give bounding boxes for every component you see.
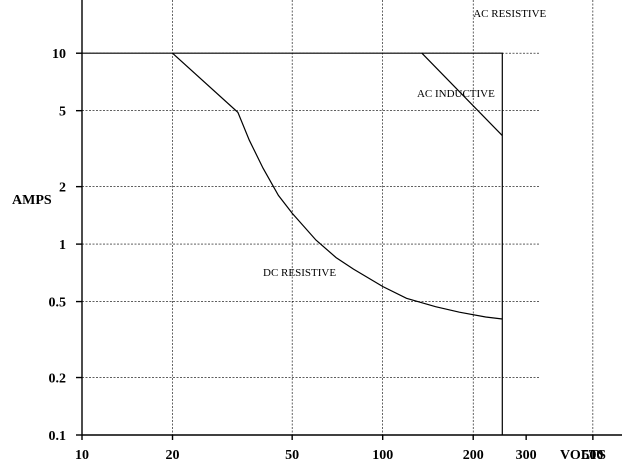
x-tick-label-20: 20 <box>166 448 180 463</box>
x-tick-label-10: 10 <box>75 448 89 463</box>
series-label-dc-resistive: DC RESISTIVE <box>263 267 336 279</box>
y-tick-label-2: 2 <box>59 181 66 196</box>
y-tick-label-0-2: 0.2 <box>49 372 67 387</box>
x-tick-label-100: 100 <box>372 448 393 463</box>
series-label-ac-resistive: AC RESISTIVE <box>473 8 546 20</box>
tick-layer: 10 5 2 1 0.5 0.2 0.1 10 20 50 100 200 300 500 <box>49 47 604 463</box>
y-axis-title: AMPS <box>12 193 52 208</box>
y-tick-label-0-1: 0.1 <box>49 429 67 444</box>
y-tick-label-0-5: 0.5 <box>49 296 67 311</box>
series-line-ac-resistive <box>82 52 503 435</box>
y-tick-label-10: 10 <box>52 47 66 62</box>
label-layer: AC RESISTIVE AC INDUCTIVE DC RESISTIVE <box>263 8 546 279</box>
x-tick-label-200: 200 <box>463 448 484 463</box>
x-tick-label-300: 300 <box>516 448 537 463</box>
y-tick-label-5: 5 <box>59 105 66 120</box>
series-layer <box>82 52 503 435</box>
series-label-ac-inductive: AC INDUCTIVE <box>417 88 495 100</box>
x-axis-title: VOLTS <box>560 448 606 463</box>
y-tick-label-1: 1 <box>59 238 66 253</box>
axis-layer <box>81 0 622 436</box>
x-tick-label-50: 50 <box>285 448 299 463</box>
series-line-dc-resistive <box>172 52 503 320</box>
series-line-ac-inductive <box>421 52 503 137</box>
x-tick-label-500: 500 <box>582 448 603 463</box>
grid-layer <box>82 0 594 436</box>
